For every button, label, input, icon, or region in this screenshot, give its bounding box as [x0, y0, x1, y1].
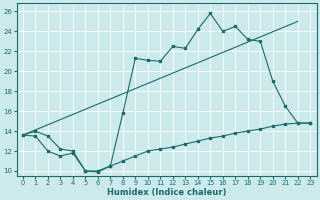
X-axis label: Humidex (Indice chaleur): Humidex (Indice chaleur) [107, 188, 226, 197]
